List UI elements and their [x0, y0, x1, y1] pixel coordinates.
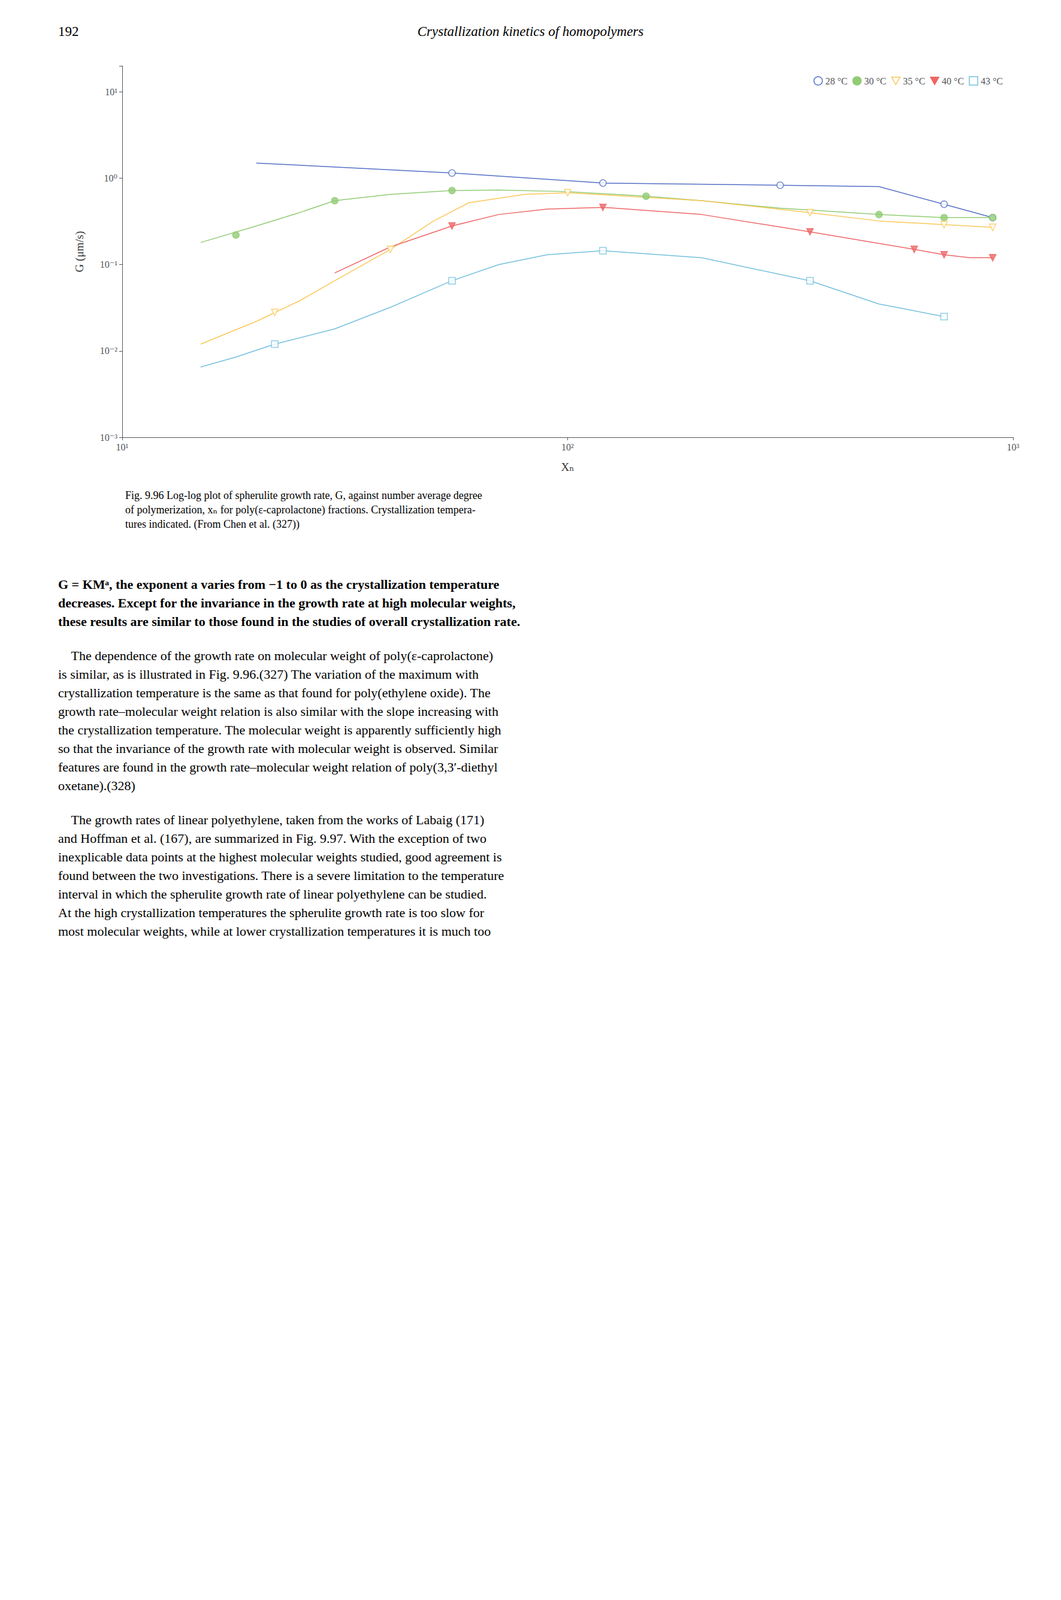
html-text:so that the invariance of the: so that the invariance of the growth rat…	[58, 741, 499, 757]
html-text:found between the two investig: found between the two investigations. Th…	[58, 868, 505, 884]
svg-text:35 °C: 35 °C	[902, 76, 926, 87]
html-text:At the high crystallization te: At the high crystallization temperatures…	[58, 905, 485, 921]
svg-text:G (μm/s): G (μm/s)	[73, 231, 87, 273]
svg-text:28 °C: 28 °C	[825, 76, 848, 87]
svg-text:10¹: 10¹	[104, 86, 118, 98]
svg-text:Fig. 9.96 Log-log plot of sphe: Fig. 9.96 Log-log plot of spherulite gro…	[125, 489, 483, 502]
html-text:interval in which the spheruli: interval in which the spherulite growth …	[58, 886, 487, 902]
html-text:G = KMᵃ, the exponent a varies: G = KMᵃ, the exponent a varies from −1 t…	[58, 576, 500, 592]
html-text:decreases. Except for the inva: decreases. Except for the invariance in …	[58, 595, 516, 611]
html-text:the crystallization temperatur: the crystallization temperature. The mol…	[58, 722, 502, 738]
html-text:most molecular weights, while: most molecular weights, while at lower c…	[58, 923, 491, 939]
html-text:growth rate–molecular weight r: growth rate–molecular weight relation is…	[58, 703, 499, 719]
html-text:these results are similar to t: these results are similar to those found…	[58, 614, 521, 630]
svg-text:10¹: 10¹	[116, 442, 129, 453]
svg-text:tures indicated. (From Chen et: tures indicated. (From Chen et al. (327)…	[125, 518, 300, 531]
svg-text:10²: 10²	[561, 442, 574, 453]
svg-text:10³: 10³	[1007, 442, 1020, 453]
html-text:Crystallization kinetics of ho: Crystallization kinetics of homopolymers	[417, 23, 644, 39]
svg-text:Xₙ: Xₙ	[561, 460, 575, 474]
svg-text:10⁰: 10⁰	[104, 173, 118, 184]
html-text:inexplicable data points at th: inexplicable data points at the highest …	[58, 849, 502, 865]
html-text:crystallization temperature is: crystallization temperature is the same …	[58, 685, 491, 701]
svg-text:40 °C: 40 °C	[941, 76, 964, 87]
html-text:oxetane).(328): oxetane).(328)	[58, 778, 136, 794]
html-text:The dependence of the growth r: The dependence of the growth rate on mol…	[58, 648, 494, 664]
html-text:is similar, as is illustrated: is similar, as is illustrated in Fig. 9.…	[58, 666, 479, 682]
html-text:192: 192	[58, 23, 79, 39]
svg-text:30 °C: 30 °C	[863, 76, 887, 87]
svg-text:43 °C: 43 °C	[980, 76, 1003, 87]
svg-text:10⁻¹: 10⁻¹	[100, 259, 118, 270]
svg-text:10⁻²: 10⁻²	[100, 345, 118, 356]
html-text:features are found in the grow: features are found in the growth rate–mo…	[58, 759, 498, 775]
html-text:and Hoffman et al. (167), are: and Hoffman et al. (167), are summarized…	[58, 830, 487, 846]
svg-text:10⁻³: 10⁻³	[100, 432, 118, 443]
svg-text:of polymerization, xₙ for poly: of polymerization, xₙ for poly(ε-caprola…	[125, 503, 476, 517]
html-text:The growth rates of linear pol: The growth rates of linear polyethylene,…	[58, 812, 485, 828]
